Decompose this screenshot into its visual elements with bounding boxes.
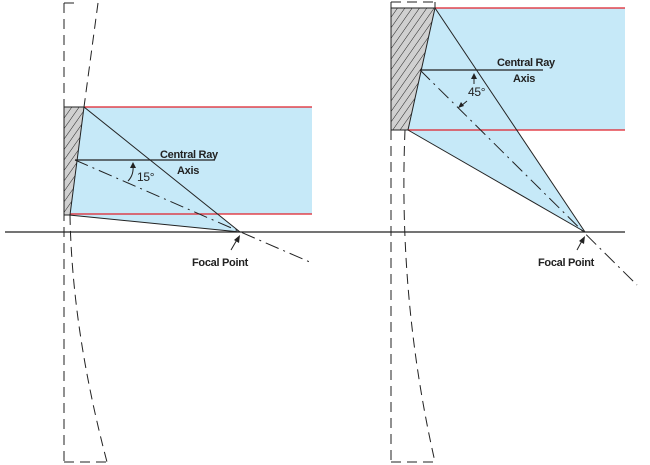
left-ray-top bbox=[83, 106, 241, 233]
right-central-ray-label: Central Ray bbox=[497, 57, 556, 69]
right-axis-label: Axis bbox=[513, 73, 535, 85]
left-angle-label: 15° bbox=[137, 170, 155, 184]
right-angle-arrowhead-up bbox=[471, 73, 477, 79]
right-central-ray bbox=[419, 69, 638, 286]
right-angle-arrowhead-down bbox=[458, 102, 464, 108]
left-central-ray bbox=[74, 159, 313, 264]
left-axis-label: Axis bbox=[177, 165, 199, 177]
left-focal-arrowhead bbox=[234, 235, 240, 243]
right-focal-label: Focal Point bbox=[538, 257, 595, 269]
right-beam bbox=[408, 8, 625, 232]
right-diagram: 45° Central Ray Axis Focal Point bbox=[390, 1, 638, 463]
right-ray-bottom bbox=[407, 129, 586, 233]
left-angle-arrowhead bbox=[130, 162, 136, 168]
left-focal-label: Focal Point bbox=[192, 257, 249, 269]
right-angle-label: 45° bbox=[468, 85, 486, 99]
left-ray-bottom bbox=[68, 214, 241, 233]
right-ray-top bbox=[434, 7, 586, 233]
left-central-ray-label: Central Ray bbox=[160, 149, 219, 161]
right-focal-arrowhead bbox=[579, 236, 585, 244]
left-beam bbox=[69, 107, 312, 232]
left-diagram: 15° Central Ray Axis Focal Point bbox=[63, 2, 313, 463]
